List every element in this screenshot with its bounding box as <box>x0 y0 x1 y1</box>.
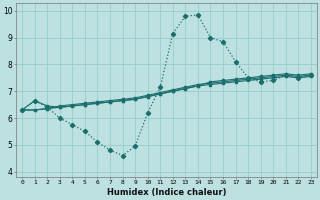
X-axis label: Humidex (Indice chaleur): Humidex (Indice chaleur) <box>107 188 226 197</box>
